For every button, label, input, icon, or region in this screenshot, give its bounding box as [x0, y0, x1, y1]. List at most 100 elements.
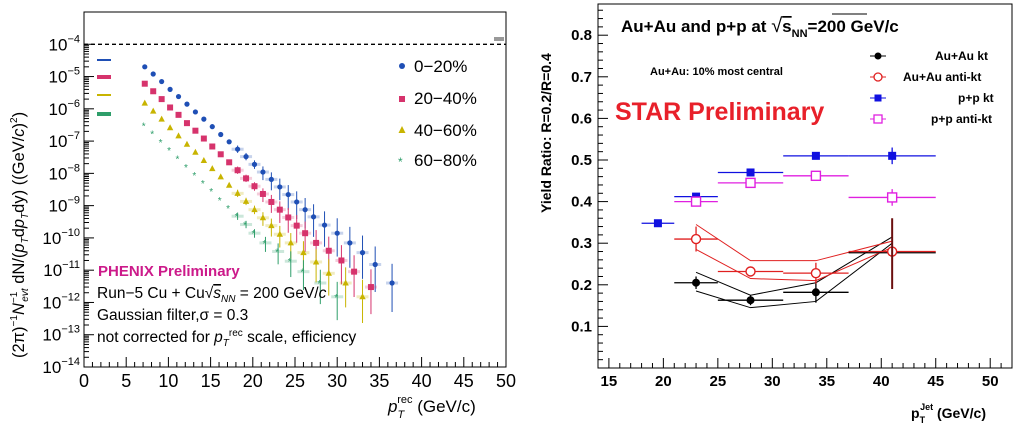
y-tick-label: 0.5	[571, 152, 592, 169]
data-point	[653, 219, 662, 228]
data-point: *	[235, 212, 239, 223]
x-tick-label: 10	[158, 371, 178, 391]
annotation-central: Au+Au: 10% most central	[650, 66, 783, 78]
y-tick-label: 0.1	[571, 318, 592, 335]
data-point	[251, 183, 258, 190]
y-tick-label: 10−13	[42, 324, 80, 345]
band-lower-line	[695, 242, 893, 309]
data-point: *	[176, 154, 180, 165]
data-point: *	[262, 239, 266, 250]
data-point: *	[150, 130, 154, 141]
data-point	[886, 192, 898, 203]
legend-label-60-80: 60−80%	[414, 151, 477, 170]
data-point: *	[334, 293, 338, 304]
left-y-axis-title: (2π)−1N−1evt dN/(pTdpTdy) ((GeV/c)2)	[9, 112, 31, 358]
data-point: *	[226, 204, 230, 215]
data-point: *	[142, 122, 146, 133]
data-point	[226, 159, 233, 166]
legend-marker-pp-kt	[874, 94, 882, 102]
data-point: *	[167, 146, 171, 157]
data-point	[334, 230, 340, 236]
legend-marker-auau-antikt	[873, 72, 883, 82]
x-tick-label: 5	[121, 371, 131, 391]
data-point	[183, 120, 190, 127]
systematic-box	[259, 241, 272, 245]
data-point	[251, 206, 258, 213]
band-lower-line	[695, 246, 893, 282]
data-point	[359, 293, 366, 300]
legend-marker-60-80: *	[398, 155, 403, 169]
x-tick-label: 0	[79, 371, 89, 391]
data-point	[811, 288, 820, 297]
data-point	[259, 190, 266, 197]
right-systematic-bands	[695, 224, 893, 309]
band-upper-line	[695, 236, 893, 296]
x-tick-label: 35	[369, 371, 389, 391]
data-point	[259, 214, 267, 221]
data-point	[150, 88, 157, 95]
data-point	[277, 184, 283, 190]
x-tick-label: 15	[601, 373, 618, 390]
data-point	[200, 135, 207, 142]
x-tick-label: 45	[454, 371, 474, 391]
data-point	[310, 214, 317, 220]
data-point	[359, 250, 366, 256]
data-point	[201, 116, 207, 122]
data-point	[325, 247, 332, 254]
data-point	[243, 154, 249, 160]
data-point	[276, 206, 283, 213]
data-point: *	[243, 221, 247, 232]
data-point	[183, 140, 191, 147]
data-point	[175, 111, 182, 118]
data-point: *	[184, 163, 188, 174]
data-point	[285, 191, 291, 198]
y-tick-label: 10−7	[49, 130, 80, 151]
systematic-box	[314, 281, 327, 285]
data-point	[268, 198, 275, 205]
right-y-axis-title: Yield Ratio: R=0.2/R=0.4	[538, 53, 554, 213]
data-point	[268, 176, 274, 183]
data-point	[167, 86, 173, 92]
data-point	[141, 80, 148, 87]
right-chart-title: Au+Au and p+p at √sNN=200 GeV/c	[621, 15, 899, 40]
data-point	[811, 151, 820, 160]
data-point	[745, 266, 756, 277]
x-tick-label: 50	[982, 373, 999, 390]
data-point	[372, 261, 378, 268]
left-series-dashes	[97, 59, 111, 116]
data-point	[302, 207, 308, 213]
y-tick-label: 10−6	[49, 98, 80, 119]
data-point	[243, 175, 250, 182]
data-point	[342, 279, 349, 286]
left-x-axis-title: pTrec (GeV/c)	[387, 394, 476, 421]
y-tick-label: 10−11	[43, 259, 80, 280]
y-tick-label: 0.2	[571, 277, 592, 294]
data-point	[347, 240, 353, 246]
data-point	[888, 151, 897, 160]
data-point	[351, 268, 358, 275]
data-point	[235, 146, 241, 152]
data-point	[325, 269, 332, 276]
star-preliminary-label: STAR Preliminary	[615, 98, 824, 126]
data-point	[192, 109, 199, 115]
data-point	[745, 177, 756, 189]
data-point	[300, 249, 307, 256]
data-point	[150, 71, 156, 77]
data-point	[293, 222, 300, 229]
data-point	[217, 173, 224, 180]
y-tick-label: 10−12	[42, 291, 80, 312]
data-point	[175, 132, 182, 139]
x-tick-label: 25	[709, 373, 726, 390]
systematic-box	[331, 295, 344, 299]
data-point	[810, 170, 822, 182]
data-point	[810, 267, 822, 279]
band-upper-line	[695, 224, 893, 262]
annotation-not-corrected: not corrected for pTrec scale, efficienc…	[97, 328, 356, 349]
legend-label-40-60: 40−60%	[414, 121, 477, 140]
x-tick-label: 20	[655, 373, 672, 390]
data-point: *	[275, 247, 279, 258]
right-x-axis: 15 20 25 30 35 40 45 50	[597, 358, 1013, 390]
data-point	[166, 124, 174, 131]
x-tick-label: 25	[285, 371, 305, 391]
data-point: *	[251, 229, 255, 240]
